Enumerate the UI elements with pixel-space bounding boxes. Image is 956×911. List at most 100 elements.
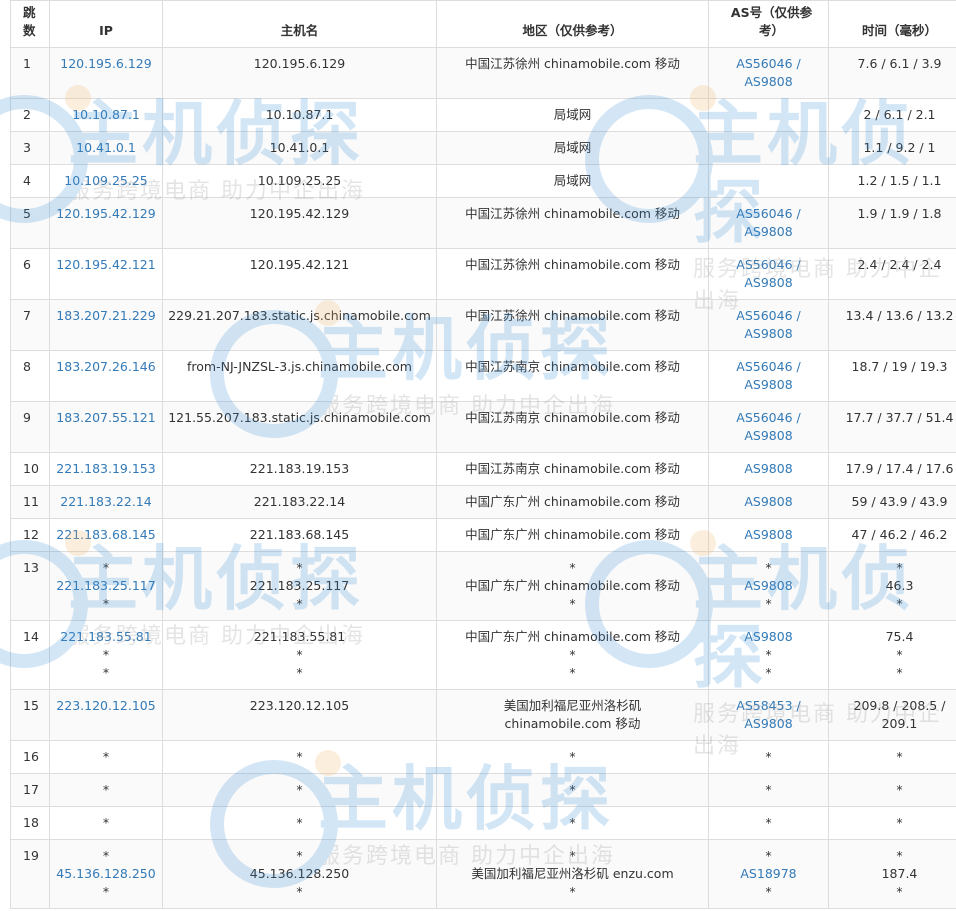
ip-link[interactable]: 183.207.26.146 <box>56 359 156 374</box>
region-cell: 局域网 <box>436 98 709 132</box>
hostname-cell-text: * <box>296 749 303 764</box>
header-region: 地区（仅供参考） <box>436 0 709 48</box>
as-cell: AS56046 / AS9808 <box>708 299 829 351</box>
ip-link[interactable]: 120.195.42.121 <box>56 257 156 272</box>
hostname-cell: 120.195.42.129 <box>162 197 437 249</box>
as-link[interactable]: AS9808 <box>744 716 793 731</box>
as-link[interactable]: AS9808 <box>744 461 793 476</box>
as-cell: AS9808 <box>708 518 829 552</box>
hostname-cell: 120.195.42.121 <box>162 248 437 300</box>
region-cell: 中国广东广州 chinamobile.com 移动 <box>436 485 709 519</box>
as-link[interactable]: AS56046 / <box>736 410 801 425</box>
region-cell-text: * <box>569 782 576 797</box>
hostname-cell-text: 10.10.87.1 <box>265 107 334 122</box>
hostname-cell-text: 229.21.207.183.static.js.chinamobile.com <box>168 308 431 323</box>
hostname-cell-text: 221.183.25.117 <box>249 578 350 593</box>
as-link[interactable]: AS9808 <box>744 275 793 290</box>
hostname-cell: 221.183.19.153 <box>162 452 437 486</box>
region-cell-text: 中国江苏徐州 chinamobile.com 移动 <box>465 308 680 323</box>
time-cell-text: 75.4 <box>885 629 914 644</box>
as-link[interactable]: AS9808 <box>744 224 793 239</box>
ip-link[interactable]: 45.136.128.250 <box>56 866 156 881</box>
time-cell-text: * <box>896 848 903 863</box>
hop-number: 1 <box>10 47 50 99</box>
header-as: AS号（仅供参考） <box>708 0 829 48</box>
as-link[interactable]: AS9808 <box>744 377 793 392</box>
ip-link[interactable]: 221.183.68.145 <box>56 527 156 542</box>
ip-link[interactable]: 221.183.25.117 <box>56 578 156 593</box>
hostname-cell-text: from-NJ-JNZSL-3.js.chinamobile.com <box>187 359 412 374</box>
ip-cell: 120.195.6.129 <box>49 47 163 99</box>
ip-link[interactable]: 221.183.22.14 <box>60 494 152 509</box>
region-cell: * <box>436 740 709 774</box>
time-cell: 59 / 43.9 / 43.9 <box>828 485 956 519</box>
as-cell: AS9808 * * <box>708 620 829 690</box>
ip-link[interactable]: 221.183.55.81 <box>60 629 152 644</box>
as-link[interactable]: AS56046 / <box>736 206 801 221</box>
as-link[interactable]: AS9808 <box>744 428 793 443</box>
hostname-cell: 10.10.87.1 <box>162 98 437 132</box>
region-cell-text: 中国江苏徐州 chinamobile.com 移动 <box>465 257 680 272</box>
as-link[interactable]: AS58453 / <box>736 698 801 713</box>
hostname-cell-text: * <box>296 815 303 830</box>
region-cell: 中国江苏徐州 chinamobile.com 移动 <box>436 197 709 249</box>
time-cell-text: 2 / 6.1 / 2.1 <box>863 107 936 122</box>
time-cell: 2 / 6.1 / 2.1 <box>828 98 956 132</box>
as-link[interactable]: AS56046 / <box>736 308 801 323</box>
ip-cell: * <box>49 773 163 807</box>
as-link[interactable]: AS9808 <box>744 326 793 341</box>
region-cell: 局域网 <box>436 164 709 198</box>
region-cell-text: * <box>569 665 576 680</box>
ip-link[interactable]: 120.195.6.129 <box>60 56 152 71</box>
ip-link[interactable]: 10.109.25.25 <box>64 173 148 188</box>
time-cell: 1.1 / 9.2 / 1 <box>828 131 956 165</box>
hostname-cell-text: * <box>296 665 303 680</box>
region-cell: 中国广东广州 chinamobile.com 移动 <box>436 518 709 552</box>
table-row: 6 120.195.42.121 120.195.42.121 中国江苏徐州 chin… <box>10 248 956 300</box>
ip-link[interactable]: 223.120.12.105 <box>56 698 156 713</box>
ip-cell-text: * <box>102 782 110 797</box>
as-cell-text: * <box>765 848 772 863</box>
table-row: 7 183.207.21.229 229.21.207.183.static.js.… <box>10 299 956 351</box>
table-row: 12 221.183.68.145 221.183.68.145 中国广东广州 chi… <box>10 518 956 552</box>
ip-cell-text: * <box>102 815 110 830</box>
ip-link[interactable]: 221.183.19.153 <box>56 461 156 476</box>
hop-number: 4 <box>10 164 50 198</box>
ip-link[interactable]: 183.207.55.121 <box>56 410 156 425</box>
ip-link[interactable]: 183.207.21.229 <box>56 308 156 323</box>
hop-number: 3 <box>10 131 50 165</box>
region-cell-text: 中国广东广州 chinamobile.com 移动 <box>465 527 680 542</box>
table-row: 9 183.207.55.121 121.55.207.183.static.js.… <box>10 401 956 453</box>
hop-number: 16 <box>10 740 50 774</box>
region-cell: * 美国加利福尼亚州洛杉矶 enzu.com * <box>436 839 709 909</box>
region-cell: 中国江苏徐州 chinamobile.com 移动 <box>436 248 709 300</box>
time-cell: * 187.4 * <box>828 839 956 909</box>
time-cell-text: 1.2 / 1.5 / 1.1 <box>857 173 942 188</box>
ip-link[interactable]: 10.10.87.1 <box>72 107 140 122</box>
region-cell: 局域网 <box>436 131 709 165</box>
region-cell-text: 美国加利福尼亚州洛杉矶 <box>503 698 642 713</box>
as-link[interactable]: AS9808 <box>744 629 793 644</box>
ip-cell: 183.207.55.121 <box>49 401 163 453</box>
time-cell-text: 209.1 <box>881 716 918 731</box>
hop-number: 11 <box>10 485 50 519</box>
as-link[interactable]: AS9808 <box>744 74 793 89</box>
time-cell: 1.9 / 1.9 / 1.8 <box>828 197 956 249</box>
as-link[interactable]: AS56046 / <box>736 359 801 374</box>
time-cell-text: 46.3 <box>885 578 914 593</box>
as-link[interactable]: AS56046 / <box>736 257 801 272</box>
ip-link[interactable]: 120.195.42.129 <box>56 206 156 221</box>
as-link[interactable]: AS18978 <box>740 866 797 881</box>
as-link[interactable]: AS9808 <box>744 578 793 593</box>
time-cell: * 46.3 * <box>828 551 956 621</box>
as-link[interactable]: AS56046 / <box>736 56 801 71</box>
hostname-cell: * <box>162 740 437 774</box>
hop-number: 19 <box>10 839 50 909</box>
as-link[interactable]: AS9808 <box>744 494 793 509</box>
time-cell: 1.2 / 1.5 / 1.1 <box>828 164 956 198</box>
table-row: 15 223.120.12.105 223.120.12.105 美国加利福尼亚州洛杉… <box>10 689 956 741</box>
table-row: 14 221.183.55.81 * * 221.183.55.81 * * 中国广东广州 c… <box>10 620 956 690</box>
ip-link[interactable]: 10.41.0.1 <box>76 140 136 155</box>
region-cell: * <box>436 773 709 807</box>
as-link[interactable]: AS9808 <box>744 527 793 542</box>
